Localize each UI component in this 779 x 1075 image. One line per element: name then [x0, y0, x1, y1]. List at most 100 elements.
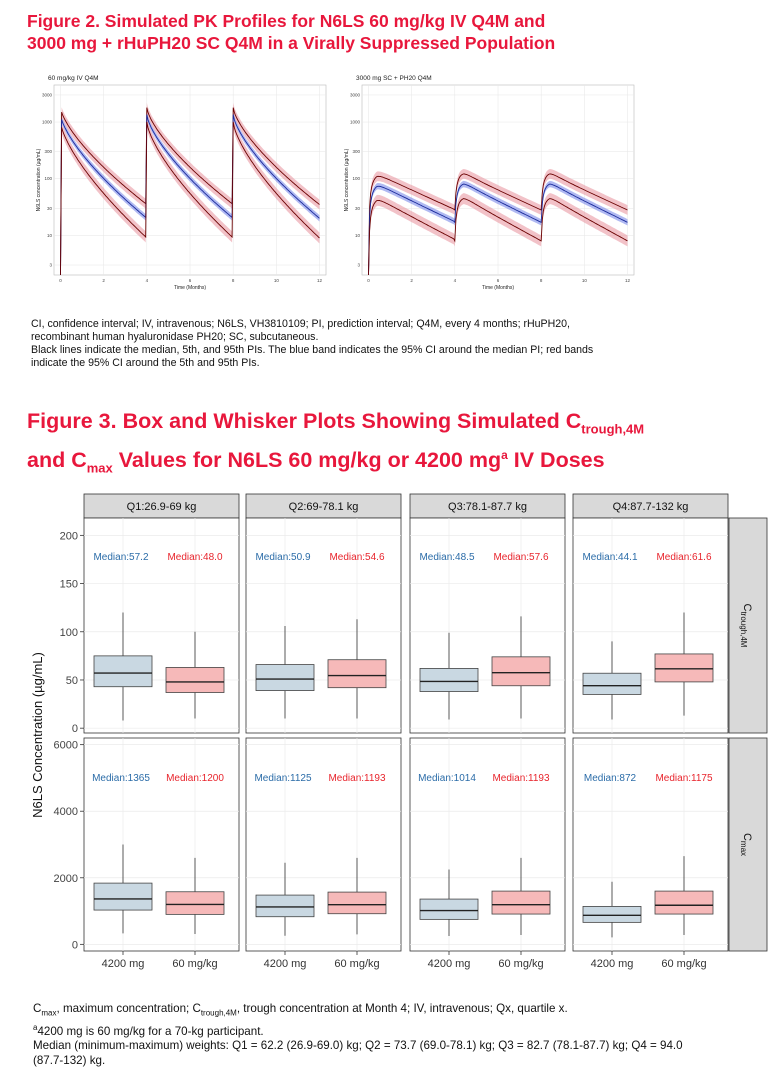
- pk-y-tick: 1000: [42, 120, 53, 125]
- y-tick-label: 4000: [54, 806, 78, 818]
- panel-frame: [572, 517, 729, 734]
- pk-x-tick: 6: [497, 278, 500, 283]
- median-label: Median:1175: [655, 773, 713, 784]
- box-panel: Median:1365 Median:1200: [83, 737, 240, 952]
- box-iqr: [327, 891, 387, 915]
- box-iqr: [93, 655, 153, 688]
- title-subscript: max: [86, 460, 113, 476]
- pk-band-5th: [60, 116, 320, 275]
- facet-strip-row: [728, 517, 768, 734]
- strip-label-main: C: [741, 604, 753, 612]
- note-text: C: [33, 1002, 42, 1015]
- figure2-title-line1: Figure 2. Simulated PK Profiles for N6LS…: [27, 11, 546, 31]
- y-tick-label: 0: [72, 723, 78, 735]
- median-label: Median:57.6: [493, 552, 548, 563]
- pk-line-median: [60, 114, 320, 276]
- box-iqr: [327, 659, 387, 689]
- pk-y-tick: 30: [47, 206, 53, 211]
- facet-strip-column: [409, 493, 566, 519]
- note-subscript: max: [41, 1008, 57, 1018]
- median-label: Median:61.6: [656, 552, 711, 563]
- box-iqr: [582, 672, 642, 695]
- pk-y-tick: 300: [352, 149, 360, 154]
- figure3-title-line1: Figure 3. Box and Whisker Plots Showing …: [27, 408, 767, 442]
- pk-y-tick: 3000: [42, 92, 53, 97]
- pk-line-95th-PI: [60, 107, 320, 276]
- title-text: and C: [27, 448, 87, 473]
- median-label: Median:48.5: [419, 552, 474, 563]
- pk-x-tick: 0: [367, 278, 370, 283]
- pk-y-tick: 300: [44, 149, 52, 154]
- pk-y-label: N6LS concentration (µg/mL): [36, 148, 42, 211]
- box-iqr: [491, 890, 551, 915]
- pk-band-95th: [60, 102, 320, 275]
- x-tick-label: 60 mg/kg: [661, 958, 706, 970]
- y-tick-label: 150: [60, 579, 78, 591]
- box-panel: Median:1125 Median:1193: [245, 737, 402, 952]
- figure2-notes: CI, confidence interval; IV, intravenous…: [31, 318, 671, 370]
- figure3-note-line4: (87.7-132) kg.: [33, 1053, 106, 1067]
- pk-band-median: [60, 111, 320, 276]
- pk-y-tick: 3: [357, 263, 360, 268]
- figure2-note-line: recombinant human hyaluronidase PH20; SC…: [31, 331, 319, 343]
- facet-strip-label: Q1:26.9-69 kg: [127, 501, 197, 513]
- box-panel: Median:57.2 Median:48.0: [83, 517, 240, 734]
- pk-y-tick: 3000: [350, 92, 361, 97]
- box-iqr: [419, 668, 479, 692]
- figure2-title-line2: 3000 mg + rHuPH20 SC Q4M in a Virally Su…: [27, 33, 556, 53]
- y-axis-label: N6LS Concentration (µg/mL): [30, 652, 45, 818]
- box-panel: Median:44.1 Median:61.6: [572, 517, 729, 734]
- facet-strip-row: [728, 737, 768, 952]
- pk-y-tick: 10: [355, 233, 361, 238]
- median-label: Median:1125: [254, 773, 312, 784]
- pk-y-tick: 3: [49, 263, 52, 268]
- median-label: Median:44.1: [582, 552, 637, 563]
- note-superscript: a: [33, 1022, 38, 1032]
- median-label: Median:50.9: [255, 552, 310, 563]
- pk-x-tick: 12: [625, 278, 631, 283]
- box-iqr: [582, 906, 642, 923]
- x-tick-label: 60 mg/kg: [498, 958, 543, 970]
- pk-x-tick: 10: [274, 278, 280, 283]
- facet-strip-column: [572, 493, 729, 519]
- panel-frame: [245, 517, 402, 734]
- y-tick-label: 100: [60, 627, 78, 639]
- box-iqr: [419, 898, 479, 920]
- y-tick-label: 200: [60, 530, 78, 542]
- figure2-note-line: indicate the 95% CI around the 5th and 9…: [31, 357, 260, 369]
- box-iqr: [165, 891, 225, 915]
- title-superscript: a: [501, 448, 508, 463]
- median-label: Median:1193: [492, 773, 550, 784]
- median-label: Median:872: [584, 773, 637, 784]
- pk-x-label: Time (Months): [482, 285, 514, 291]
- pk-y-label: N6LS concentration (µg/mL): [344, 148, 350, 211]
- title-text: Figure 3. Box and Whisker Plots Showing …: [27, 409, 582, 433]
- strip-label-main: C: [741, 833, 753, 841]
- figure3-note-line1: Cmax, maximum concentration; Ctrough,4M,…: [33, 1002, 763, 1021]
- figure3-note-line2: a4200 mg is 60 mg/kg for a 70-kg partici…: [33, 1021, 763, 1039]
- box-whisker-chart: N6LS Concentration (µg/mL) Q1:26.9-69 kg Q…: [30, 493, 768, 970]
- y-tick-label: 2000: [54, 873, 78, 885]
- pk-panel-title: 3000 mg SC + PH20 Q4M: [356, 75, 432, 82]
- figure3-title-line2: and Cmax Values for N6LS 60 mg/kg or 420…: [27, 442, 767, 481]
- box-iqr: [654, 653, 714, 683]
- median-label: Median:1365: [92, 773, 150, 784]
- x-tick-label: 60 mg/kg: [334, 958, 379, 970]
- facet-strip-label: Q3:78.1-87.7 kg: [448, 501, 527, 513]
- box-iqr: [654, 890, 714, 915]
- panel-frame: [83, 737, 240, 952]
- pk-y-tick: 100: [352, 176, 360, 181]
- pk-x-tick: 4: [146, 278, 149, 283]
- panel-frame: [409, 517, 566, 734]
- panel-frame: [245, 737, 402, 952]
- pk-x-label: Time (Months): [174, 285, 206, 291]
- box-iqr: [255, 664, 315, 691]
- pk-line-5th-PI: [368, 198, 628, 276]
- pk-x-tick: 10: [582, 278, 588, 283]
- figure2-note-line: Black lines indicate the median, 5th, an…: [31, 344, 594, 356]
- panel-frame: [83, 517, 240, 734]
- y-tick-label: 50: [66, 675, 78, 687]
- facet-strip-column: [83, 493, 240, 519]
- x-tick-label: 4200 mg: [591, 958, 634, 970]
- title-text: Values for N6LS 60 mg/kg or 4200 mg: [112, 448, 502, 473]
